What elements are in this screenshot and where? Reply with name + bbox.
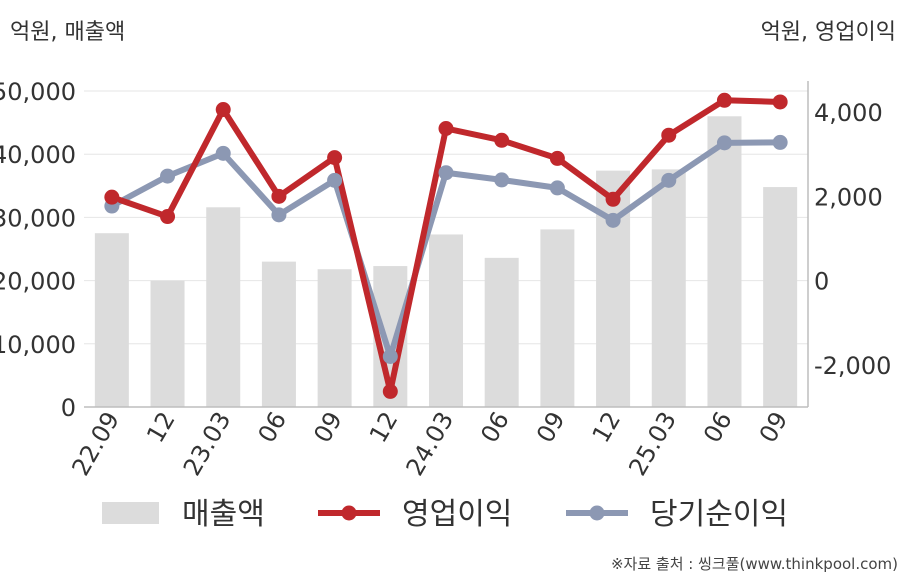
net-profit-point — [772, 134, 788, 150]
legend-label-operating-profit: 영업이익 — [402, 497, 512, 532]
left-axis-unit-label: 억원, 매출액 — [10, 20, 126, 45]
right-y-axis-ticks: -2,000 0 2,000 4,000 — [814, 99, 891, 380]
net-profit-point — [327, 172, 343, 188]
x-tick-label: 23.03 — [178, 407, 237, 481]
revenue-bar — [651, 169, 686, 407]
operating-profit-point — [382, 383, 398, 399]
net-profit-point — [438, 165, 454, 181]
profit-points — [104, 92, 788, 399]
left-y-tick-label: 40,000 — [0, 141, 76, 169]
x-tick-label: 12 — [587, 407, 627, 447]
net-profit-point — [215, 145, 231, 161]
revenue-bar — [206, 207, 241, 407]
operating-profit-point — [605, 191, 621, 207]
legend: 매출액 영업이익 당기순이익 — [102, 497, 788, 532]
revenue-bar — [150, 280, 185, 407]
operating-profit-point — [549, 150, 565, 166]
revenue-bar — [707, 116, 742, 407]
legend-label-revenue: 매출액 — [182, 497, 265, 532]
operating-profit-point — [104, 189, 120, 205]
operating-profit-point — [772, 94, 788, 110]
revenue-bar — [763, 187, 798, 407]
x-tick-label: 12 — [141, 407, 181, 447]
net-profit-point — [661, 172, 677, 188]
left-y-tick-label: 10,000 — [0, 331, 76, 359]
x-tick-label: 06 — [475, 407, 515, 447]
revenue-bar — [94, 233, 129, 407]
right-y-tick-label: 0 — [814, 268, 829, 296]
revenue-bar — [261, 261, 296, 407]
operating-profit-point — [661, 127, 677, 143]
revenue-bar — [429, 234, 463, 407]
legend-label-net-profit: 당기순이익 — [650, 497, 788, 532]
operating-profit-point — [271, 188, 287, 204]
left-y-tick-label: 30,000 — [0, 204, 76, 232]
net-profit-point — [271, 207, 287, 223]
net-profit-point — [382, 348, 398, 364]
left-y-axis-ticks: 0 10,000 20,000 30,000 40,000 50,000 — [0, 78, 76, 422]
legend-swatch-net-profit-point — [589, 505, 605, 521]
axes — [84, 81, 809, 408]
net-profit-point — [605, 212, 621, 228]
operating-profit-point — [438, 120, 454, 136]
right-y-tick-label: 4,000 — [814, 99, 883, 127]
right-axis-unit-label: 억원, 영업이익 — [760, 20, 896, 45]
revenue-bar — [484, 257, 519, 407]
net-profit-point — [716, 135, 732, 151]
right-y-tick-label: 2,000 — [814, 183, 883, 211]
operating-profit-point — [716, 92, 732, 108]
x-tick-label: 09 — [531, 407, 571, 447]
x-tick-label: 06 — [698, 407, 738, 447]
legend-swatch-revenue — [102, 502, 159, 524]
x-tick-label: 06 — [253, 407, 293, 447]
revenue-bar — [317, 269, 352, 407]
left-y-tick-label: 20,000 — [0, 268, 76, 296]
operating-profit-point — [327, 150, 343, 166]
left-y-tick-label: 0 — [61, 394, 76, 422]
operating-profit-point — [494, 132, 510, 148]
x-tick-label: 24.03 — [401, 407, 460, 481]
legend-swatch-operating-profit-point — [341, 505, 357, 521]
right-y-tick-label: -2,000 — [814, 352, 891, 380]
data-source-note: ※자료 출처 : 씽크풀(www.thinkpool.com) — [610, 555, 898, 573]
left-y-tick-label: 50,000 — [0, 78, 76, 106]
x-tick-label: 09 — [754, 407, 794, 447]
operating-profit-point — [215, 102, 231, 118]
net-profit-point — [160, 168, 176, 184]
revenue-bars — [94, 116, 798, 407]
x-tick-label: 25.03 — [623, 407, 682, 481]
net-profit-point — [494, 172, 510, 188]
x-tick-label: 09 — [308, 407, 348, 447]
operating-profit-point — [160, 209, 176, 225]
net-profit-point — [549, 180, 565, 196]
x-tick-label: 12 — [364, 407, 404, 447]
revenue-bar — [540, 229, 575, 407]
